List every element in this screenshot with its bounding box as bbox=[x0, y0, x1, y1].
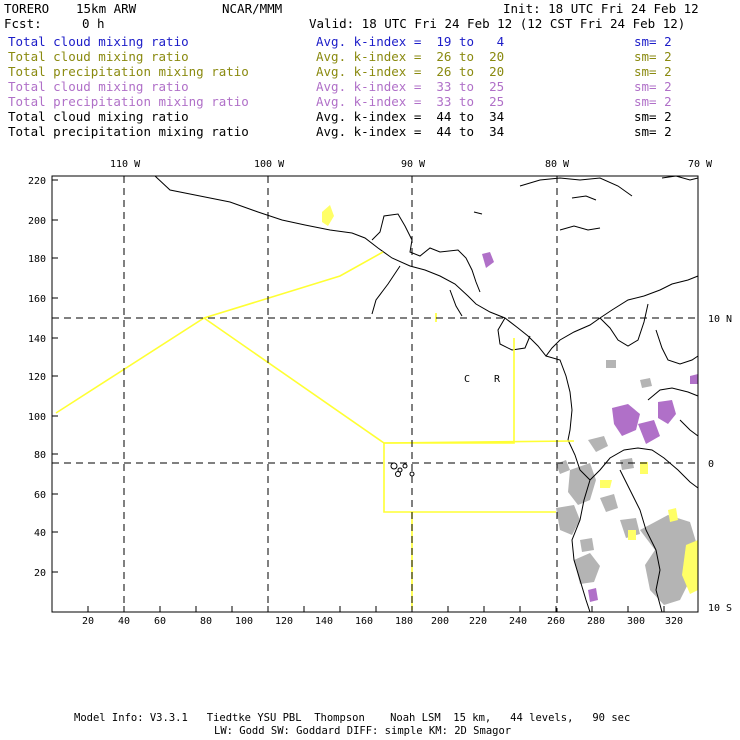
valid-time: Valid: 18 UTC Fri 24 Feb 12 (12 CST Fri … bbox=[309, 16, 686, 31]
legend-sm: sm= 2 bbox=[634, 34, 672, 49]
x-tick-label: 320 bbox=[665, 616, 683, 627]
x-tick-label: 20 bbox=[82, 616, 94, 627]
legend-name: Total precipitation mixing ratio bbox=[8, 94, 249, 109]
y-tick-label: 80 bbox=[34, 450, 46, 461]
x-tick-label: 180 bbox=[395, 616, 413, 627]
yellow-fill bbox=[322, 205, 698, 594]
forecast-label: Fcst: bbox=[4, 16, 42, 31]
lon-label: 100 W bbox=[254, 159, 285, 170]
x-tick-label: 240 bbox=[509, 616, 527, 627]
x-tick-label: 300 bbox=[627, 616, 645, 627]
x-tick-label: 220 bbox=[469, 616, 487, 627]
y-tick-label: 220 bbox=[28, 176, 46, 187]
legend-sm: sm= 2 bbox=[634, 79, 672, 94]
lat-label: 10 N bbox=[708, 314, 732, 325]
inner-label-r: R bbox=[494, 374, 501, 385]
legend-name: Total precipitation mixing ratio bbox=[8, 124, 249, 139]
legend-kindex: Avg. k-index = 33 to 25 bbox=[316, 79, 505, 94]
y-tick-label: 160 bbox=[28, 294, 46, 305]
legend-kindex: Avg. k-index = 44 to 34 bbox=[316, 109, 505, 124]
y-tick-label: 120 bbox=[28, 372, 46, 383]
x-tick-label: 140 bbox=[315, 616, 333, 627]
x-tick-label: 260 bbox=[547, 616, 565, 627]
forecast-hour: 0 h bbox=[82, 16, 105, 31]
legend-name: Total cloud mixing ratio bbox=[8, 109, 189, 124]
lon-label: 70 W bbox=[688, 159, 713, 170]
legend-sm: sm= 2 bbox=[634, 49, 672, 64]
legend-kindex: Avg. k-index = 19 to 4 bbox=[316, 34, 505, 49]
x-tick-label: 100 bbox=[235, 616, 253, 627]
legend-sm: sm= 2 bbox=[634, 94, 672, 109]
lon-label: 110 W bbox=[110, 159, 141, 170]
legend-kindex: Avg. k-index = 26 to 20 bbox=[316, 64, 505, 79]
y-tick-label: 140 bbox=[28, 334, 46, 345]
legend-sm: sm= 2 bbox=[634, 124, 672, 139]
map-frame bbox=[51, 175, 699, 613]
coastlines bbox=[154, 175, 699, 613]
y-tick-label: 20 bbox=[34, 568, 46, 579]
model-name: TORERO bbox=[4, 1, 50, 16]
x-tick-label: 60 bbox=[154, 616, 166, 627]
x-tick-label: 120 bbox=[275, 616, 293, 627]
legend-name: Total cloud mixing ratio bbox=[8, 34, 189, 49]
x-tick-label: 200 bbox=[431, 616, 449, 627]
legend-name: Total cloud mixing ratio bbox=[8, 49, 189, 64]
lon-label: 80 W bbox=[545, 159, 570, 170]
x-tick-label: 160 bbox=[355, 616, 373, 627]
tick-marks bbox=[52, 179, 665, 612]
x-tick-label: 280 bbox=[587, 616, 605, 627]
legend-name: Total cloud mixing ratio bbox=[8, 79, 189, 94]
y-tick-label: 40 bbox=[34, 528, 46, 539]
legend-sm: sm= 2 bbox=[634, 109, 672, 124]
resolution: 15km ARW bbox=[76, 1, 137, 16]
y-tick-labels: 220 200 180 160 140 120 100 80 60 40 20 bbox=[28, 176, 46, 579]
x-tick-labels: 20 40 60 80 100 120 140 160 180 200 220 … bbox=[82, 616, 683, 627]
init-time: Init: 18 UTC Fri 24 Feb 12 bbox=[503, 1, 699, 16]
cloud-fill-purple bbox=[482, 252, 698, 602]
footer-physics-info: LW: Godd SW: Goddard DIFF: simple KM: 2D… bbox=[214, 725, 512, 737]
legend-name: Total precipitation mixing ratio bbox=[8, 64, 249, 79]
inner-label-c: C bbox=[464, 374, 470, 385]
organization: NCAR/MMM bbox=[222, 1, 283, 16]
y-tick-label: 60 bbox=[34, 490, 46, 501]
legend-sm: sm= 2 bbox=[634, 64, 672, 79]
y-tick-label: 180 bbox=[28, 254, 46, 265]
lat-lon-grid bbox=[52, 176, 698, 612]
x-tick-label: 80 bbox=[200, 616, 212, 627]
y-tick-label: 200 bbox=[28, 216, 46, 227]
y-tick-label: 100 bbox=[28, 412, 46, 423]
precip-fill-gray bbox=[556, 360, 697, 605]
footer-model-info: Model Info: V3.3.1 Tiedtke YSU PBL Thomp… bbox=[74, 712, 631, 724]
lat-label: 10 S bbox=[708, 603, 732, 614]
legend-kindex: Avg. k-index = 33 to 25 bbox=[316, 94, 505, 109]
x-tick-label: 40 bbox=[118, 616, 130, 627]
legend-kindex: Avg. k-index = 26 to 20 bbox=[316, 49, 505, 64]
boundary-lines bbox=[55, 251, 575, 610]
galapagos-islands bbox=[390, 462, 415, 477]
legend-kindex: Avg. k-index = 44 to 34 bbox=[316, 124, 505, 139]
lat-label: 0 bbox=[708, 459, 714, 470]
header: TORERO 15km ARW NCAR/MMM Init: 18 UTC Fr… bbox=[0, 0, 740, 150]
lon-label: 90 W bbox=[401, 159, 426, 170]
